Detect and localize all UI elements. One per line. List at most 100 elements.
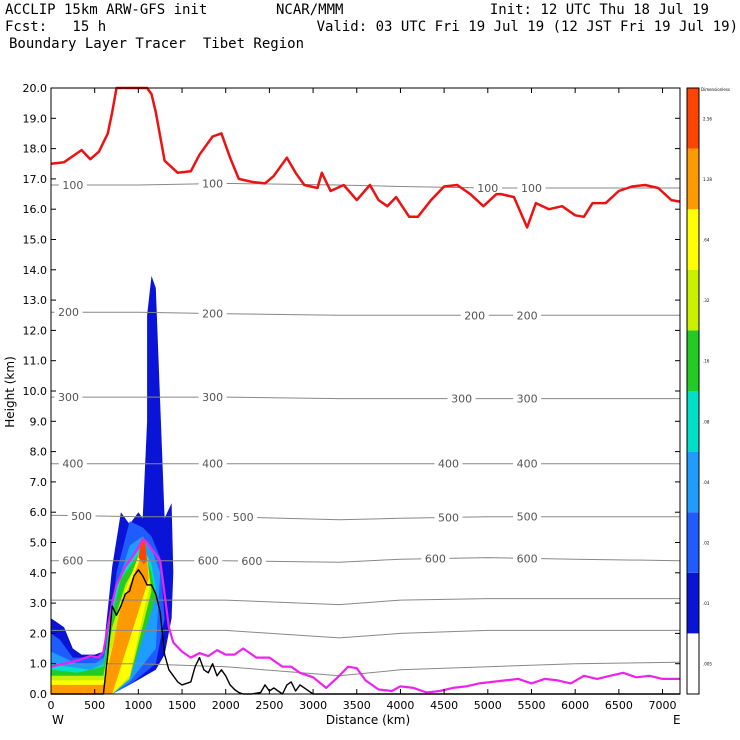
x-tick-label-6: 3000 (299, 699, 327, 712)
contour-label-bg (421, 552, 450, 565)
contour-label-200-2: 200 (464, 309, 485, 322)
colorbar-swatch-1 (687, 572, 699, 634)
contour-label-300-3: 300 (517, 393, 538, 406)
contour-label-400-3: 400 (517, 458, 538, 471)
x-tick-label-4: 2000 (212, 699, 240, 712)
colorbar-swatch-4 (687, 391, 699, 452)
x-tick-label-3: 1500 (168, 699, 196, 712)
contour-label-100-1: 100 (202, 178, 223, 191)
contour-label-bg (54, 306, 83, 319)
y-tick-label-3: 3.0 (30, 597, 48, 610)
contour-label-500-3: 500 (438, 511, 459, 524)
contour-label-bg (58, 554, 87, 567)
pressure-contour-600 (51, 557, 681, 563)
contour-label-200-1: 200 (202, 308, 223, 321)
series-line-tropopause (50, 86, 681, 229)
contour-label-bg (434, 511, 463, 524)
y-tick-label-10: 10.0 (23, 385, 48, 398)
contour-label-600-4: 600 (517, 552, 538, 565)
contour-label-300-2: 300 (451, 393, 472, 406)
header-forecast-hour: Fcst: 15 h (5, 19, 107, 35)
contour-label-bg (237, 555, 266, 568)
contour-label-bg (513, 457, 542, 470)
contour-label-100-2: 100 (477, 182, 498, 195)
colorbar-swatch-3 (687, 451, 699, 513)
y-tick-label-7: 7.0 (30, 476, 48, 489)
pressure-contour-unlabeled-6 (51, 598, 680, 606)
contour-label-500-1: 500 (202, 511, 223, 524)
contour-label-200-0: 200 (58, 306, 79, 319)
pressure-contour-500 (50, 514, 680, 521)
y-tick-label-17: 17.0 (23, 173, 48, 186)
contour-label-bg (473, 181, 502, 194)
contour-label-bg (58, 178, 87, 191)
contour-label-bg (194, 554, 223, 567)
pressure-contour-300 (51, 396, 680, 400)
contour-label-bg (460, 309, 489, 322)
y-tick-label-4: 4.0 (30, 567, 48, 580)
contour-label-bg (513, 510, 542, 523)
colorbar-swatch-9 (687, 88, 699, 149)
pressure-contour-unlabeled-7 (51, 629, 680, 639)
x-tick-label-12: 6000 (561, 699, 589, 712)
y-tick-label-18: 18.0 (23, 143, 48, 156)
colorbar-label-5: .16 (703, 359, 710, 364)
y-axis-title: Height (km) (3, 356, 17, 427)
contour-label-100-3: 100 (521, 182, 542, 195)
x-tick-label-2: 1000 (124, 699, 152, 712)
x-tick-label-7: 3500 (343, 699, 371, 712)
contour-label-600-1: 600 (198, 555, 219, 568)
contour-label-400-0: 400 (62, 458, 83, 471)
x-axis-title: Distance (km) (326, 713, 410, 727)
chart-title: Boundary Layer Tracer Tibet Region (9, 36, 305, 52)
colorbar-label-3: .04 (703, 480, 710, 485)
y-tick-label-6: 6.0 (30, 506, 48, 519)
y-tick-label-19: 19.0 (23, 112, 48, 125)
y-tick-label-14: 14.0 (23, 264, 48, 277)
y-tick-label-1: 1.0 (30, 658, 48, 671)
header-init-model: ACCLIP 15km ARW-GFS init (5, 2, 208, 18)
colorbar-label-0: .005 (703, 662, 712, 667)
contour-label-bg (198, 307, 227, 320)
colorbar: .005 .01 .02 .04 .08 .16 .32 .64 1.28 2.56 Dimensi… (686, 87, 730, 695)
contour-label-300-0: 300 (58, 391, 79, 404)
contour-label-bg (198, 510, 227, 523)
y-tick-label-8: 8.0 (30, 446, 48, 459)
contour-label-bg (513, 309, 542, 322)
x-tick-label-1: 500 (84, 699, 105, 712)
colorbar-frame (686, 87, 700, 695)
contour-label-bg (67, 509, 96, 522)
y-tick-label-20: 20.0 (23, 82, 48, 95)
contour-label-300-1: 300 (202, 391, 223, 404)
contour-label-bg (447, 392, 476, 405)
colorbar-label-8: 1.28 (703, 177, 712, 182)
colorbar-label-4: .08 (703, 419, 710, 424)
colorbar-swatch-2 (687, 512, 699, 573)
x-tick-label-13: 6500 (605, 699, 633, 712)
header-org: NCAR/MMM (276, 2, 344, 18)
axes: 0.0 1.0 2.0 3.0 4.0 5.0 6.0 7.0 8.0 9.0 10.0 11.0 12… (23, 82, 680, 712)
contour-label-bg (434, 457, 463, 470)
header-valid-time: Valid: 03 UTC Fri 19 Jul 19 (12 JST Fri … (316, 19, 738, 35)
y-tick-label-5: 5.0 (30, 537, 48, 550)
x-tick-label-11: 5500 (517, 699, 545, 712)
colorbar-swatch-5 (687, 330, 699, 391)
x-tick-label-14: 7000 (649, 699, 677, 712)
y-tick-label-13: 13.0 (23, 294, 48, 307)
x-tick-label-10: 5000 (474, 699, 502, 712)
pressure-contour-200 (51, 311, 680, 316)
y-tick-label-12: 12.0 (23, 324, 48, 337)
contour-label-600-3: 600 (425, 553, 446, 566)
y-tick-label-2: 2.0 (30, 627, 48, 640)
contour-label-bg (513, 392, 542, 405)
pressure-contours: 100 100 100 100 200 200 200 200 300 300 300 300 400 4… (50, 177, 681, 677)
contour-label-bg (198, 391, 227, 404)
colorbar-swatch-7 (687, 209, 699, 270)
pressure-contour-unlabeled-8 (51, 661, 681, 677)
contour-label-bg (58, 457, 87, 470)
tracer-field-6 (51, 542, 150, 694)
x-tick-label-8: 4000 (386, 699, 414, 712)
colorbar-label-7: .64 (703, 238, 710, 243)
tracer-field-8 (138, 536, 148, 564)
